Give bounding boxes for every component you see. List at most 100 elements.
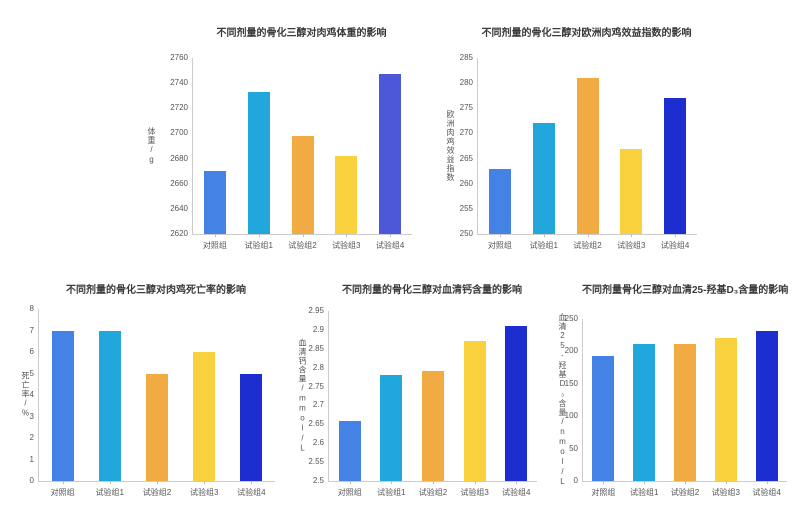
- x-tick-label: 试验组4: [660, 241, 690, 250]
- y-axis-label: 死亡率/%: [21, 371, 30, 419]
- x-tick-label: 试验组2: [142, 488, 172, 497]
- x-tick-mark: [251, 481, 253, 484]
- plot-area: 0 50 100 150 200 250 对照组 试验组1 试验组2 试验组3 试验组4: [565, 314, 787, 497]
- y-tick-label: 2.6: [312, 438, 324, 448]
- chart-serum-calcium: 不同剂量的骨化三醇对血清钙含量的影响 血清钙含量/mmol/L 2.5 2.55 2…: [290, 275, 548, 513]
- plot-area: 2620 2640 2660 2680 2700 2720 2740 2760 对照组 试验组1 试…: [170, 53, 412, 250]
- x-tick-label: 试验组3: [332, 241, 361, 250]
- bar-group-1: [633, 343, 656, 481]
- x-tick-mark: [157, 481, 158, 484]
- y-tick-label: 200: [564, 346, 578, 356]
- x-tick-mark: [204, 481, 206, 484]
- y-tick-label: 280: [459, 78, 473, 88]
- x-tick-label: 试验组3: [189, 488, 219, 497]
- x-tick-mark: [214, 234, 216, 237]
- x-tick-mark: [631, 234, 633, 237]
- x-tick-label: 试验组1: [629, 488, 659, 497]
- bar-group-2: [291, 135, 314, 234]
- x-tick-mark: [62, 481, 64, 484]
- bar-group-2: [674, 343, 696, 481]
- plot-area: 2.5 2.55 2.6 2.65 2.7 2.75 2.8 2.85 2.9 2.95 对照组 试验…: [308, 306, 537, 497]
- y-tick-label: 2.7: [312, 400, 324, 410]
- x-tick-label: 对照组: [202, 241, 227, 250]
- chart-mortality-rate: 不同剂量的骨化三醇对肉鸡死亡率的影响 死亡率/% 0 1 2 3 4 5 6 7 8 对照组 试验组…: [10, 275, 288, 513]
- plot-area: 250 255 260 265 270 275 280 285 对照组 试验组1 试验组2 试验组3 试…: [460, 53, 697, 250]
- y-tick-label: 2: [29, 433, 34, 442]
- y-tick-label: 2.5: [312, 476, 324, 485]
- chart-efficiency-index: 不同剂量的骨化三醇对欧洲肉鸡效益指数的影响 欧洲肉鸡效益指数 250 255 260…: [415, 12, 710, 262]
- x-tick-label: 试验组1: [529, 241, 558, 250]
- y-tick-label: 0: [29, 476, 34, 485]
- y-tick-label: 2660: [170, 178, 188, 188]
- y-tick-label: 260: [459, 178, 473, 188]
- y-tick-label: 275: [459, 103, 473, 113]
- y-tick-label: 5: [29, 368, 34, 378]
- chart-title: 不同剂量骨化三醇对血清25-羟基D₃含量的影响: [582, 285, 789, 296]
- chart-title: 不同剂量的骨化三醇对欧洲肉鸡效益指数的影响: [481, 28, 692, 39]
- bar-group-1: [380, 375, 403, 481]
- x-tick-label: 对照组: [337, 488, 362, 497]
- y-tick-label: 3: [29, 411, 34, 421]
- x-tick-label: 试验组3: [711, 488, 741, 497]
- bar-group-0: [338, 420, 361, 481]
- y-tick-label: 270: [459, 128, 473, 138]
- y-axis-label: 体重/g: [147, 127, 156, 165]
- x-tick-mark: [543, 234, 545, 237]
- y-tick-label: 6: [29, 347, 34, 356]
- x-tick-label: 对照组: [591, 488, 616, 497]
- y-tick-label: 4: [29, 390, 34, 399]
- y-tick-label: 2.95: [308, 306, 324, 315]
- x-tick-mark: [346, 234, 348, 237]
- bar-group-0: [51, 330, 74, 481]
- x-tick-label: 试验组4: [237, 488, 266, 497]
- y-tick-label: 2720: [170, 103, 188, 113]
- y-tick-label: 100: [564, 411, 578, 421]
- x-tick-label: 试验组4: [501, 488, 531, 497]
- bar-group-0: [488, 168, 511, 234]
- bar-group-3: [463, 341, 486, 481]
- chart-title: 不同剂量的骨化三醇对肉鸡死亡率的影响: [66, 285, 246, 296]
- bar-group-4: [664, 98, 687, 234]
- x-tick-label: 试验组4: [752, 488, 781, 497]
- plot-area: 0 1 2 3 4 5 6 7 8 对照组 试验组1 试验组2 试验组3 试验组4: [30, 304, 275, 497]
- y-tick-label: 2620: [170, 229, 188, 238]
- x-tick-label: 试验组2: [288, 241, 317, 250]
- y-axis-label: 血清钙含量/mmol/L: [298, 338, 307, 454]
- x-tick-mark: [390, 234, 392, 237]
- x-tick-mark: [433, 481, 434, 484]
- chart-body-weight: 不同剂量的骨化三醇对肉鸡体重的影响 体重/g 2620 2640 2660 2680 2…: [130, 12, 427, 262]
- y-tick-label: 2700: [170, 128, 188, 138]
- chart-title: 不同剂量的骨化三醇对血清钙含量的影响: [342, 285, 522, 296]
- x-tick-label: 试验组2: [418, 488, 448, 497]
- bar-group-2: [146, 373, 168, 481]
- y-tick-label: 8: [29, 304, 34, 313]
- y-tick-label: 50: [569, 443, 578, 453]
- x-tick-mark: [675, 234, 677, 237]
- bar-group-0: [203, 171, 226, 234]
- bar-group-3: [335, 156, 358, 234]
- bar-group-3: [193, 352, 216, 481]
- bar-group-0: [592, 355, 615, 481]
- chart-serum-25ohd3: 不同剂量骨化三醇对血清25-羟基D₃含量的影响 血清25-羟基D₃含量/nmol…: [550, 275, 796, 513]
- x-tick-mark: [587, 234, 589, 237]
- bar-group-2: [422, 371, 444, 481]
- x-tick-label: 试验组3: [617, 241, 646, 250]
- x-tick-mark: [499, 234, 501, 237]
- x-tick-mark: [766, 481, 768, 484]
- x-tick-mark: [516, 481, 518, 484]
- y-axis-label: 欧洲肉鸡效益指数: [446, 110, 455, 182]
- bar-group-4: [240, 373, 263, 481]
- x-tick-label: 对照组: [50, 488, 75, 497]
- x-tick-label: 试验组1: [244, 241, 273, 250]
- y-tick-label: 2.9: [312, 324, 324, 334]
- y-tick-label: 2.65: [308, 419, 324, 429]
- y-tick-label: 265: [459, 153, 473, 163]
- y-axis-label: 血清25-羟基D₃含量/nmol/L: [558, 313, 567, 487]
- y-tick-label: 1: [29, 454, 34, 464]
- bar-group-4: [755, 330, 778, 481]
- y-tick-label: 250: [564, 314, 578, 323]
- y-tick-label: 285: [459, 53, 473, 62]
- bar-group-1: [532, 123, 555, 234]
- bar-group-1: [98, 330, 121, 481]
- x-tick-label: 试验组2: [573, 241, 602, 250]
